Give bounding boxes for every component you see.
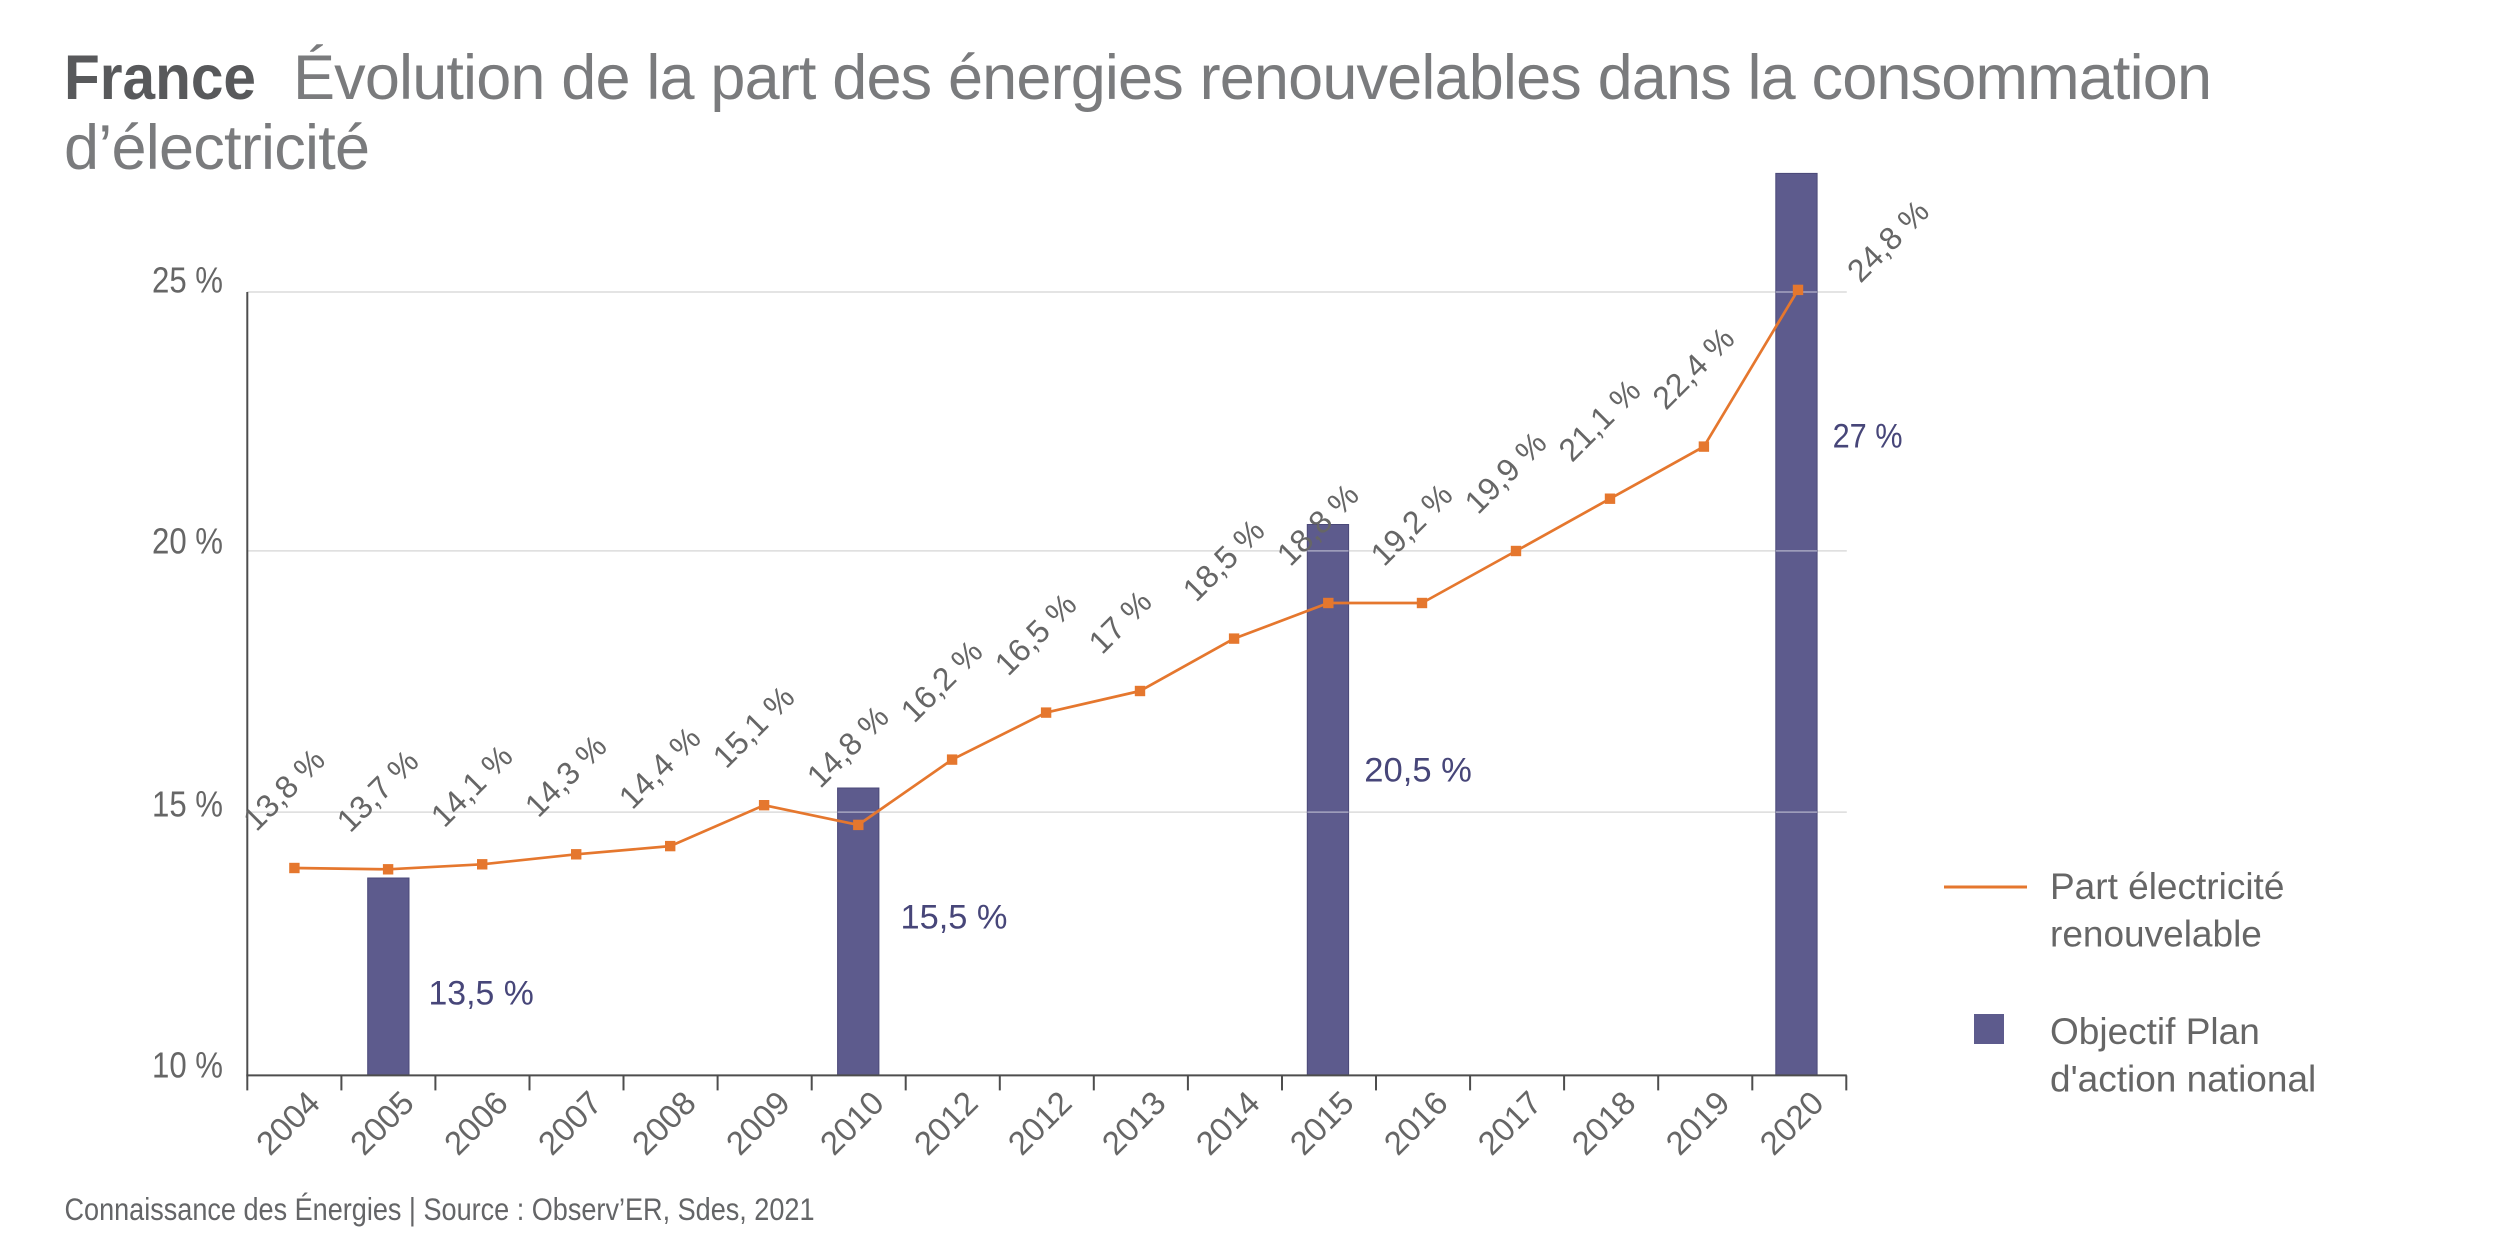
svg-text:20 %: 20 % [152,520,223,561]
svg-text:Objectif Plan: Objectif Plan [2050,1011,2260,1052]
svg-text:d'action national: d'action national [2050,1059,2316,1100]
svg-text:13,5 %: 13,5 % [429,975,534,1013]
svg-text:d’électricité: d’électricité [64,113,370,183]
svg-text:10 %: 10 % [152,1045,223,1086]
svg-text:Part électricité: Part électricité [2050,866,2284,907]
svg-text:15,5 %: 15,5 % [901,899,1008,937]
svg-text:25 %: 25 % [152,260,223,301]
svg-text:15 %: 15 % [152,784,223,825]
svg-text:20,5 %: 20,5 % [1364,751,1472,789]
svg-text:renouvelable: renouvelable [2050,914,2262,955]
svg-text:27 %: 27 % [1833,417,1903,455]
svg-text:Connaissance des Énergies | So: Connaissance des Énergies | Source : Obs… [65,1191,815,1227]
